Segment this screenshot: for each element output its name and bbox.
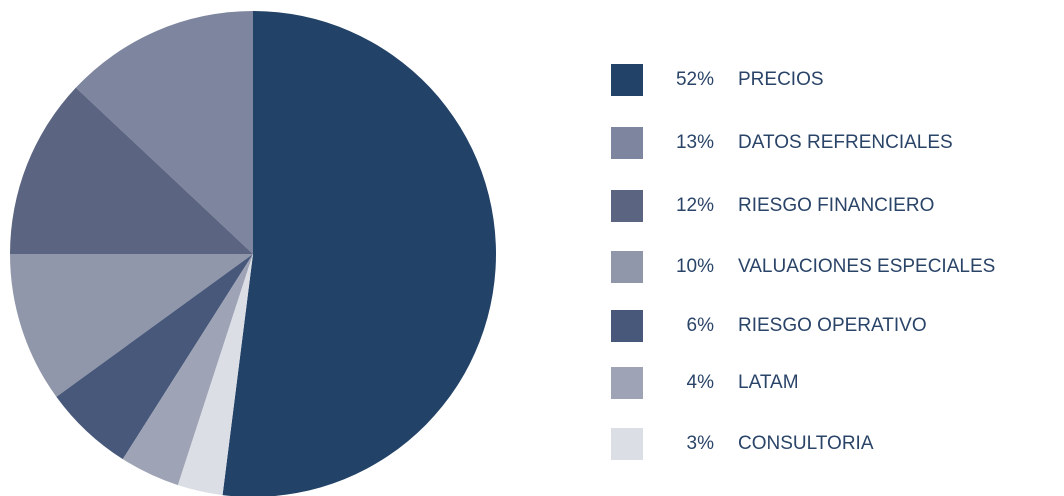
pie-slice <box>10 254 253 397</box>
legend-swatch <box>611 251 643 283</box>
legend-value: 10% <box>676 256 714 277</box>
legend-swatch <box>611 367 643 399</box>
pie-slice <box>56 254 253 460</box>
legend-swatch <box>611 64 643 96</box>
pie-slice <box>122 254 253 486</box>
legend-value: 52% <box>676 69 714 90</box>
pie-slice <box>10 87 253 254</box>
legend-value: 12% <box>676 195 714 216</box>
legend-swatch <box>611 127 643 159</box>
legend-value: 4% <box>687 372 715 393</box>
pie-slice <box>177 254 253 496</box>
legend-label: LATAM <box>738 372 799 393</box>
legend-value: 3% <box>687 433 715 454</box>
legend-label: PRECIOS <box>738 69 824 90</box>
legend-label: RIESGO OPERATIVO <box>738 315 927 336</box>
legend-label: VALUACIONES ESPECIALES <box>738 256 995 277</box>
legend-swatch <box>611 310 643 342</box>
legend-swatch <box>611 190 643 222</box>
legend-label: DATOS REFRENCIALES <box>738 132 953 153</box>
legend-label: RIESGO FINANCIERO <box>738 195 934 216</box>
legend-value: 13% <box>676 132 714 153</box>
legend-value: 6% <box>687 315 715 336</box>
pie-slice <box>222 11 496 496</box>
legend-label: CONSULTORIA <box>738 433 874 454</box>
pie-slice <box>75 11 253 254</box>
legend-swatch <box>611 428 643 460</box>
